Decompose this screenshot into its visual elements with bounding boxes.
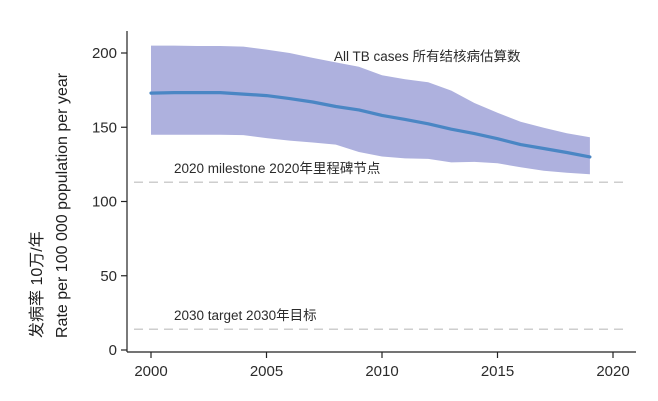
- y-axis-label-chinese: 发病率 10万/年: [28, 231, 46, 338]
- x-tick-label-2000: 2000: [134, 363, 167, 380]
- all-tb-cases-annotation: All TB cases 所有结核病估算数: [334, 49, 521, 64]
- y-tick-label-0: 0: [109, 342, 117, 359]
- x-tick-label-2020: 2020: [596, 363, 629, 380]
- y-tick-label-150: 150: [92, 119, 117, 136]
- all-tb-cases-line: [149, 91, 592, 159]
- y-tick-label-50: 50: [100, 268, 117, 285]
- x-tick-label-2015: 2015: [481, 363, 514, 380]
- y-tick-label-100: 100: [92, 194, 117, 211]
- x-tick-label-2005: 2005: [250, 363, 283, 380]
- x-tick-label-2010: 2010: [365, 363, 398, 380]
- target-2030-label: 2030 target 2030年目标: [174, 308, 317, 323]
- y-tick-label-200: 200: [92, 45, 117, 62]
- y-axis-label-english: Rate per 100 000 population per year: [54, 72, 71, 338]
- milestone-2020-label: 2020 milestone 2020年里程碑节点: [174, 161, 380, 176]
- uncertainty-band: [151, 45, 590, 175]
